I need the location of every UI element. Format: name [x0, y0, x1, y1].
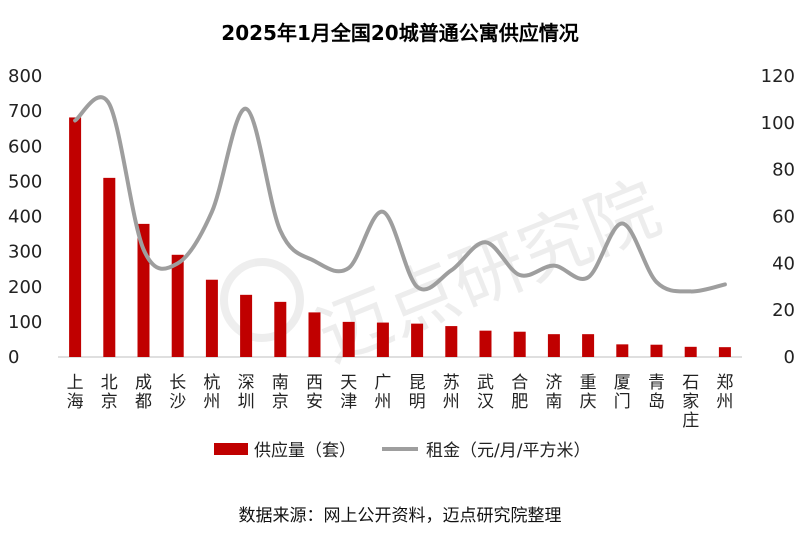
- bar: [547, 334, 560, 357]
- source-note: 数据来源：网上公开资料，迈点研究院整理: [239, 506, 562, 526]
- category-label: 厦门: [614, 373, 631, 412]
- bar: [582, 334, 595, 357]
- category-label: 广州: [374, 373, 391, 412]
- category-label: 济南: [545, 373, 562, 412]
- bar: [445, 326, 458, 357]
- left-tick-label: 300: [8, 242, 42, 263]
- left-tick-label: 400: [8, 207, 42, 228]
- category-label: 长沙: [169, 373, 186, 412]
- category-label: 郑州: [716, 373, 733, 412]
- category-label: 北京: [101, 373, 118, 412]
- right-tick-label: 20: [772, 300, 795, 321]
- category-labels: 上海北京成都长沙杭州深圳南京西安天津广州昆明苏州武汉合肥济南重庆厦门青岛石家庄郑…: [67, 373, 734, 431]
- category-label: 深圳: [238, 373, 255, 412]
- category-label: 成都: [135, 373, 152, 412]
- category-label: 西安: [306, 373, 323, 412]
- rent-line: [73, 95, 727, 294]
- right-tick-label: 60: [772, 207, 795, 228]
- category-label: 重庆: [580, 373, 597, 412]
- left-tick-label: 700: [8, 101, 42, 122]
- right-tick-label: 120: [761, 66, 795, 87]
- bar: [274, 301, 287, 357]
- left-tick-label: 800: [8, 66, 42, 87]
- bar: [171, 254, 184, 357]
- category-label: 杭州: [203, 373, 220, 412]
- bar: [240, 294, 253, 357]
- bar: [205, 279, 218, 357]
- left-tick-label: 100: [8, 312, 42, 333]
- category-label: 石家庄: [682, 373, 699, 431]
- left-tick-label: 600: [8, 136, 42, 157]
- bar: [342, 321, 355, 357]
- category-label: 昆明: [409, 373, 426, 412]
- left-tick-label: 500: [8, 171, 42, 192]
- bar-series: [69, 117, 731, 357]
- right-tick-label: 0: [784, 347, 795, 368]
- category-label: 上海: [67, 373, 84, 412]
- category-label: 合肥: [511, 373, 528, 412]
- left-axis: 0 100 200 300 400 500 600 700 800: [8, 66, 42, 368]
- right-tick-label: 100: [761, 113, 795, 134]
- legend-bar-label: 供应量（套）: [254, 441, 356, 461]
- left-tick-label: 0: [8, 347, 19, 368]
- right-tick-label: 40: [772, 253, 795, 274]
- bar: [684, 346, 697, 357]
- legend-line-label: 租金（元/月/平方米）: [426, 441, 590, 461]
- bar: [650, 344, 663, 357]
- right-axis: 0 20 40 60 80 100 120: [761, 66, 795, 368]
- bar: [718, 347, 731, 357]
- chart-title: 2025年1月全国20城普通公寓供应情况: [221, 21, 578, 45]
- legend: 供应量（套） 租金（元/月/平方米）: [214, 441, 590, 461]
- category-label: 武汉: [477, 373, 494, 412]
- bar: [69, 117, 82, 357]
- category-label: 苏州: [443, 373, 460, 412]
- category-label: 天津: [340, 373, 357, 412]
- bar: [411, 323, 424, 357]
- bar: [513, 331, 526, 357]
- category-label: 青岛: [648, 373, 665, 412]
- right-tick-label: 80: [772, 160, 795, 181]
- category-label: 南京: [272, 373, 289, 412]
- bar: [103, 177, 116, 357]
- legend-bar-swatch: [214, 443, 248, 455]
- bar: [308, 312, 321, 357]
- bar: [616, 344, 629, 357]
- left-tick-label: 200: [8, 277, 42, 298]
- bar: [479, 330, 492, 357]
- bar: [376, 322, 389, 357]
